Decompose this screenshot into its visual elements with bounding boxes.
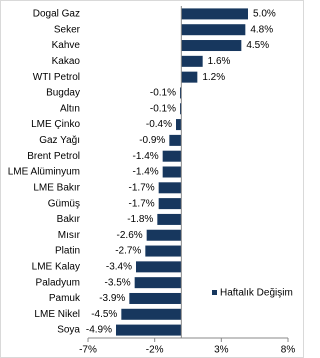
bar	[181, 40, 242, 52]
category-label: Seker	[54, 24, 81, 35]
value-label: -3.4%	[106, 261, 132, 272]
bar	[116, 324, 182, 336]
category-label: Altın	[60, 103, 80, 114]
category-label: Kahve	[52, 40, 81, 51]
value-label: -1.7%	[129, 182, 155, 193]
category-label: Brent Petrol	[27, 151, 80, 162]
category-label: LME Nikel	[34, 309, 80, 320]
x-tick-label: 3%	[214, 345, 229, 356]
legend-swatch	[212, 290, 217, 295]
bar	[158, 198, 182, 210]
value-label: -1.4%	[133, 151, 159, 162]
x-tick-label: 8%	[281, 345, 296, 356]
bar	[181, 71, 198, 83]
value-label: -2.7%	[115, 246, 141, 257]
category-label: Paladyum	[36, 277, 80, 288]
bar	[121, 308, 182, 320]
bar	[158, 182, 182, 194]
category-label: Pamuk	[49, 293, 81, 304]
bar	[180, 103, 182, 115]
value-label: 1.6%	[208, 56, 231, 67]
value-label: -1.8%	[127, 214, 153, 225]
bar	[146, 229, 182, 241]
value-label: 5.0%	[253, 9, 276, 20]
value-label: 4.8%	[250, 24, 273, 35]
category-label: Platin	[55, 246, 80, 257]
category-label: Mısır	[58, 230, 81, 241]
category-label: Soya	[57, 325, 80, 336]
value-label: -1.4%	[133, 167, 159, 178]
value-label: -1.7%	[129, 198, 155, 209]
bar	[181, 55, 203, 67]
chart: -7% -2% 3% 8% Dogal Gaz 5.0% Seker 4.8% Kahve 4.5…	[0, 0, 304, 358]
bar	[181, 24, 246, 36]
value-label: -0.9%	[139, 135, 165, 146]
bar	[134, 277, 182, 289]
bar	[181, 8, 248, 20]
value-label: -0.1%	[150, 103, 176, 114]
category-label: LME Bakır	[33, 182, 80, 193]
category-label: Kakao	[52, 56, 81, 67]
value-label: -4.9%	[86, 325, 112, 336]
category-label: Gaz Yağı	[39, 135, 80, 146]
value-label: 1.2%	[202, 72, 225, 83]
category-label: LME Çinko	[31, 119, 80, 130]
value-label: -2.6%	[117, 230, 143, 241]
bar	[162, 166, 182, 178]
category-label: LME Kalay	[32, 261, 80, 272]
category-label: Gümüş	[48, 198, 80, 209]
legend-label: Haftalık Değişim	[220, 288, 293, 299]
category-label: Dogal Gaz	[33, 9, 80, 20]
category-label: Bugday	[46, 88, 80, 99]
category-label: LME Alüminyum	[8, 167, 80, 178]
value-label: -3.9%	[99, 293, 125, 304]
value-label: 4.5%	[246, 40, 269, 51]
x-tick-label: -2%	[146, 345, 164, 356]
bar	[145, 245, 182, 257]
x-tick-label: -7%	[79, 345, 97, 356]
value-label: -0.4%	[146, 119, 172, 130]
bar	[176, 119, 182, 131]
value-label: -0.1%	[150, 88, 176, 99]
bar	[136, 261, 182, 273]
bar	[169, 134, 182, 146]
category-label: Bakır	[57, 214, 81, 225]
bar	[162, 150, 182, 162]
bar	[157, 213, 182, 225]
bar	[129, 292, 182, 304]
category-label: WTI Petrol	[33, 72, 80, 83]
value-label: -4.5%	[91, 309, 117, 320]
value-label: -3.5%	[105, 277, 131, 288]
bar	[180, 87, 182, 99]
